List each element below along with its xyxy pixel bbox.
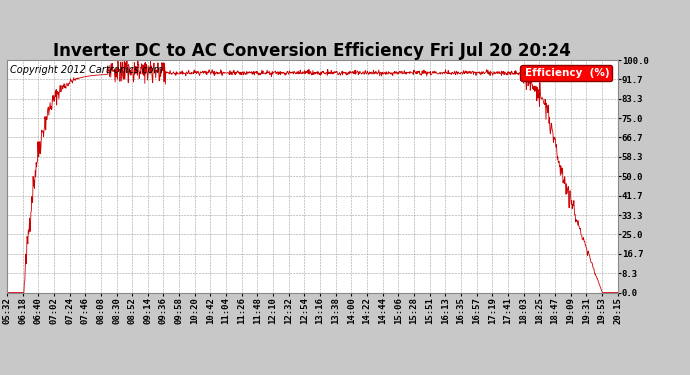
Title: Inverter DC to AC Conversion Efficiency Fri Jul 20 20:24: Inverter DC to AC Conversion Efficiency …	[53, 42, 571, 60]
Text: Copyright 2012 Cartronics.com: Copyright 2012 Cartronics.com	[10, 64, 163, 75]
Legend: Efficiency  (%): Efficiency (%)	[520, 65, 612, 81]
